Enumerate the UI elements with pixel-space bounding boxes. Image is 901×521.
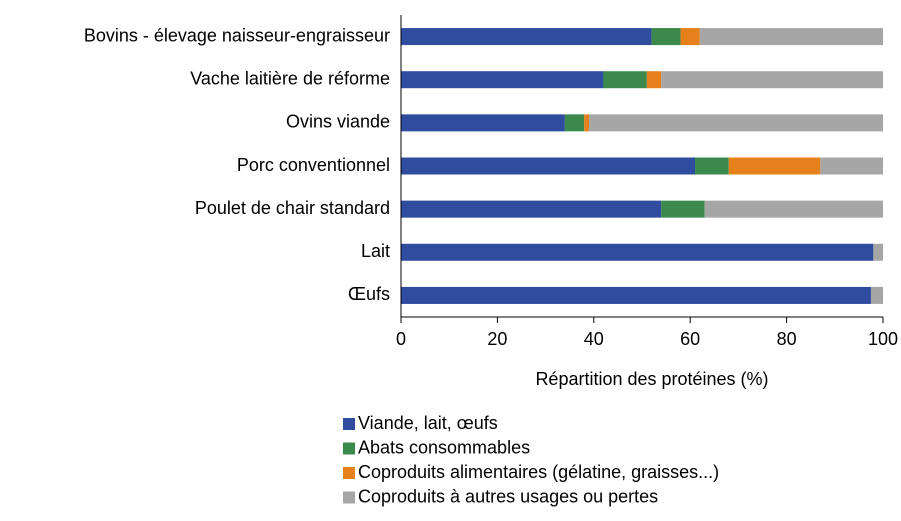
bar-segment [584,114,589,132]
x-tick-label: 20 [487,329,507,349]
x-axis-title: Répartition des protéines (%) [535,369,768,389]
y-tick-label: Bovins - élevage naisseur-engraisseur [84,25,390,45]
y-tick-label: Œufs [348,284,390,304]
bar-segment [401,286,871,304]
bar-segment [651,28,681,46]
y-tick-label: Ovins viande [286,112,390,132]
bar-segment [695,157,729,175]
legend-label: Viande, lait, œufs [358,413,498,433]
bar-segment [661,200,705,218]
bar-segment [680,28,700,46]
x-tick-label: 0 [396,329,406,349]
x-tick-label: 40 [584,329,604,349]
legend-label: Abats consommables [358,437,530,457]
legend-swatch [343,442,355,455]
y-tick-label: Porc conventionnel [237,155,390,175]
legend-label: Coproduits alimentaires (gélatine, grais… [358,462,719,482]
legend-swatch [343,418,355,430]
y-tick-label: Lait [361,241,390,261]
x-tick-label: 60 [680,329,700,349]
x-tick-label: 100 [868,329,898,349]
bar-segment [401,114,565,132]
y-tick-label: Vache laitière de réforme [190,68,390,88]
legend-label: Coproduits à autres usages ou pertes [358,486,658,506]
bar-segment [728,157,821,175]
bar-segment [401,243,874,261]
legend-swatch [343,467,355,479]
bar-segment [870,286,883,304]
bar-segment [699,28,883,46]
bar-segment [564,114,585,132]
bar-segment [401,71,604,89]
bar-segment [820,157,883,175]
legend-swatch [343,491,355,504]
bar-segment [646,71,662,89]
bar-segment [401,157,696,175]
bar-segment [401,28,652,46]
x-tick-label: 80 [777,329,797,349]
bar-segment [704,200,883,218]
y-tick-label: Poulet de chair standard [195,198,390,218]
bar-segment [588,114,883,132]
bar-segment [661,71,883,89]
bar-segment [873,243,883,261]
bar-segment [603,71,647,89]
bar-segment [401,200,662,218]
